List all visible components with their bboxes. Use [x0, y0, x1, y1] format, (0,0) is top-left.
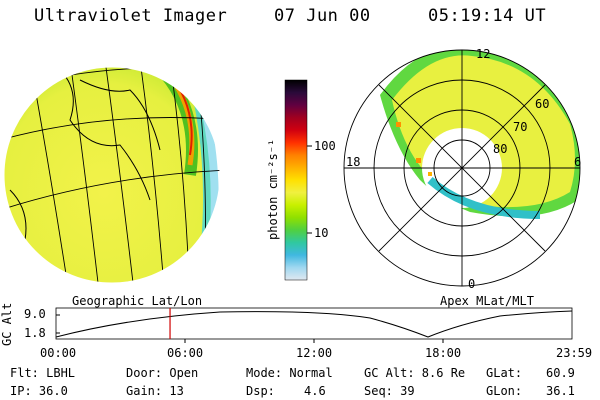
altitude-plot: [55, 307, 573, 343]
mlt-6-label: 6: [574, 155, 582, 169]
time-label: 05:19:14 UT: [428, 6, 547, 26]
dsp-value: 4.6: [304, 384, 326, 398]
time-tick-0000: 00:00: [40, 346, 77, 360]
gain-info: Gain: 13: [126, 384, 184, 398]
gc-alt-info: GC Alt: 8.6 Re: [364, 366, 466, 380]
door-info: Door: Open: [126, 366, 199, 380]
dsp-label: Dsp:: [246, 384, 275, 398]
mlt-18-label: 18: [346, 155, 361, 169]
glat-label: GLat:: [486, 366, 523, 380]
glat-value: 60.9: [546, 366, 575, 380]
colorbar: [284, 79, 312, 281]
polar-caption: Apex MLat/MLT: [440, 294, 534, 308]
mlt-12-label: 12: [476, 47, 491, 61]
alt-tick-low: 1.8: [24, 326, 46, 340]
mlat-70-label: 70: [513, 120, 528, 134]
gc-alt-axis-label: GC Alt: [0, 302, 14, 346]
seq-info: Seq: 39: [364, 384, 415, 398]
colorbar-tick-100: 100: [314, 139, 336, 153]
colorbar-tick-10: 10: [314, 226, 329, 240]
mlat-80-label: 80: [493, 142, 508, 156]
time-tick-2359: 23:59: [556, 346, 593, 360]
instrument-title: Ultraviolet Imager: [34, 6, 228, 26]
time-tick-0600: 06:00: [167, 346, 204, 360]
alt-tick-high: 9.0: [24, 307, 46, 321]
time-tick-1200: 12:00: [296, 346, 333, 360]
geographic-image: [3, 66, 221, 284]
mlat-60-label: 60: [535, 97, 550, 111]
date-label: 07 Jun 00: [274, 6, 371, 26]
colorbar-unit-label: photon cm⁻²s⁻¹: [266, 138, 280, 240]
ip-info: IP: 36.0: [10, 384, 68, 398]
mlt-0-label: 0: [468, 277, 476, 291]
flt-info: Flt: LBHL: [10, 366, 76, 380]
mode-info: Mode: Normal: [246, 366, 333, 380]
polar-image: [343, 49, 581, 287]
time-tick-1800: 18:00: [425, 346, 462, 360]
glon-label: GLon:: [486, 384, 523, 398]
geographic-caption: Geographic Lat/Lon: [72, 294, 203, 308]
glon-value: 36.1: [546, 384, 575, 398]
